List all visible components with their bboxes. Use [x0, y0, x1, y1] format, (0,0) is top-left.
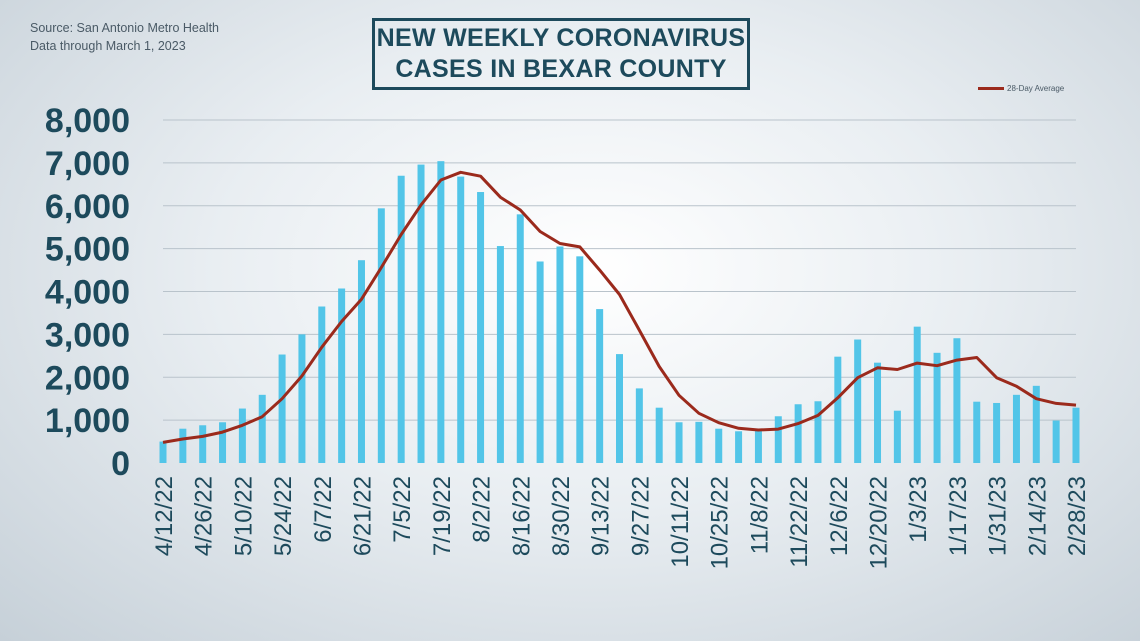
y-tick-label: 5,000: [45, 231, 130, 269]
y-tick-label: 4,000: [45, 274, 130, 312]
bar: [298, 334, 306, 463]
x-tick-label: 6/7/22: [310, 476, 337, 543]
bar: [1072, 407, 1080, 463]
bar: [556, 246, 564, 463]
x-tick-label: 8/2/22: [469, 476, 496, 543]
bar: [1012, 394, 1020, 463]
x-tick-label: 12/6/22: [826, 476, 853, 556]
y-tick-label: 6,000: [45, 188, 130, 226]
bar: [973, 401, 981, 463]
bar: [794, 404, 802, 463]
legend-line-swatch: [978, 87, 1004, 90]
bar: [199, 425, 207, 463]
x-tick-label: 8/30/22: [548, 476, 575, 556]
bar: [1052, 420, 1060, 463]
bar: [357, 260, 365, 463]
bar: [695, 421, 703, 463]
bar: [616, 354, 623, 463]
bar: [893, 410, 901, 463]
source-note: Source: San Antonio Metro Health Data th…: [30, 19, 219, 55]
source-line: Source: San Antonio Metro Health: [30, 21, 220, 35]
x-tick-label: 2/14/23: [1024, 476, 1051, 556]
x-tick-label: 2/28/23: [1064, 476, 1091, 556]
bar: [437, 161, 445, 463]
y-tick-label: 7,000: [45, 145, 130, 183]
x-tick-label: 4/26/22: [191, 476, 218, 556]
x-tick-label: 12/20/22: [866, 476, 893, 569]
bar: [913, 326, 921, 463]
bar: [258, 394, 266, 463]
legend-label: 28-Day Average: [1007, 84, 1065, 93]
bar: [238, 408, 246, 463]
x-tick-label: 11/8/22: [746, 476, 773, 554]
bar: [536, 261, 544, 463]
bar: [318, 306, 326, 463]
x-tick-label: 7/19/22: [429, 476, 456, 556]
x-tick-label: 10/11/22: [667, 476, 694, 568]
bar: [774, 416, 782, 463]
bar: [516, 214, 524, 463]
bar: [834, 356, 842, 463]
bar: [715, 428, 723, 463]
bar: [735, 431, 743, 463]
y-tick-label: 2,000: [45, 359, 130, 397]
bar: [179, 428, 187, 463]
bar: [477, 192, 485, 463]
chart-title: NEW WEEKLY CORONAVIRUS CASES IN BEXAR CO…: [372, 18, 750, 90]
data-through-line: Data through March 1, 2023: [30, 39, 186, 53]
chart-title-line-1: NEW WEEKLY CORONAVIRUS: [376, 24, 746, 52]
x-tick-label: 1/3/23: [905, 476, 932, 543]
y-tick-label: 0: [111, 445, 130, 483]
bar: [219, 422, 227, 463]
bar: [754, 429, 762, 463]
x-tick-label: 9/13/22: [588, 476, 615, 556]
x-tick-label: 1/17/23: [945, 476, 972, 556]
x-tick-label: 7/5/22: [389, 476, 416, 543]
bar: [675, 422, 683, 463]
bar: [159, 441, 167, 463]
bar: [576, 256, 584, 463]
bar: [655, 407, 663, 463]
x-tick-label: 4/12/22: [151, 476, 178, 556]
bar: [1032, 385, 1040, 463]
y-tick-label: 8,000: [45, 102, 130, 140]
bar: [338, 288, 346, 463]
x-tick-label: 9/27/22: [627, 476, 654, 556]
y-tick-label: 1,000: [45, 402, 130, 440]
bar: [377, 208, 385, 463]
bar: [953, 338, 961, 463]
x-tick-label: 11/22/22: [786, 476, 813, 568]
chart-title-line-2: CASES IN BEXAR COUNTY: [395, 55, 727, 83]
bar: [814, 401, 822, 463]
x-tick-label: 5/24/22: [270, 476, 297, 556]
bar: [933, 352, 941, 463]
legend: 28-Day Average: [978, 84, 1064, 93]
bar: [635, 388, 643, 463]
bar: [596, 309, 604, 463]
x-tick-label: 1/31/23: [985, 476, 1012, 556]
bar: [854, 339, 862, 463]
bar: [397, 175, 405, 464]
x-tick-label: 10/25/22: [707, 476, 734, 569]
bar: [417, 164, 425, 463]
x-tick-label: 6/21/22: [349, 476, 376, 556]
bar: [874, 362, 882, 463]
bar: [457, 176, 465, 463]
bar: [993, 402, 1001, 463]
line-series-28-day-average: [162, 170, 1077, 444]
x-tick-label: 8/16/22: [508, 476, 535, 556]
y-tick-label: 3,000: [45, 316, 130, 354]
bar: [278, 354, 286, 463]
x-tick-label: 5/10/22: [230, 476, 257, 556]
bar: [496, 246, 504, 463]
